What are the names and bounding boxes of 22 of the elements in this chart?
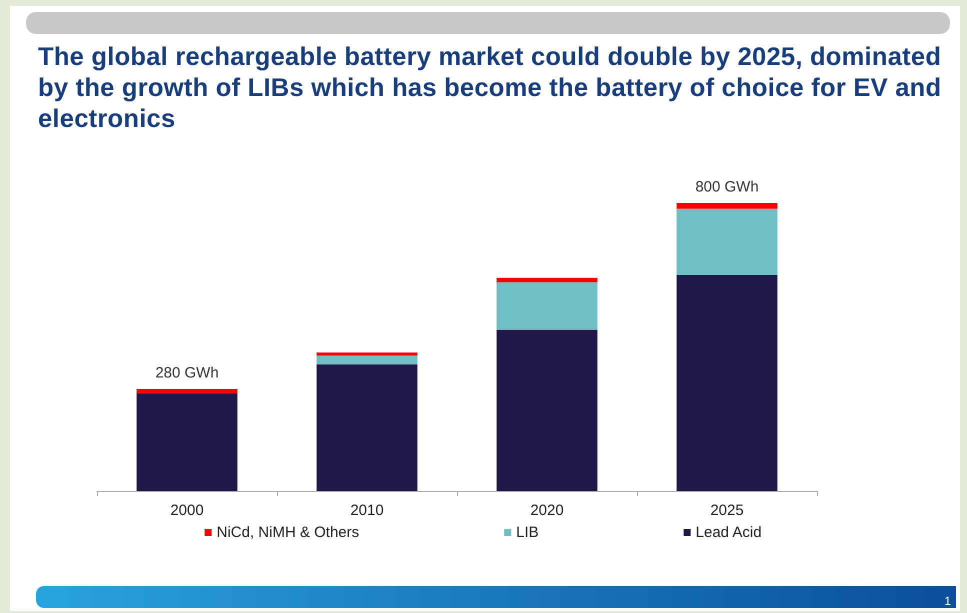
x-tick-label: 2000 bbox=[170, 502, 204, 519]
legend-label: NiCd, NiMH & Others bbox=[216, 524, 360, 541]
bar bbox=[676, 208, 778, 275]
bar bbox=[316, 364, 418, 491]
bar bbox=[136, 393, 238, 491]
bar bbox=[316, 352, 418, 356]
bar bbox=[316, 356, 418, 364]
text: 1 bbox=[944, 594, 951, 608]
annotation: 800 GWh bbox=[695, 178, 759, 196]
bar bbox=[496, 278, 598, 282]
x-tick-label: 2025 bbox=[710, 502, 744, 519]
legend-label: Lead Acid bbox=[696, 524, 762, 541]
bar bbox=[136, 389, 238, 394]
bar bbox=[496, 282, 598, 330]
legend-label: LIB bbox=[516, 524, 539, 541]
bar bbox=[676, 203, 778, 209]
x-tick-label: 2020 bbox=[530, 502, 564, 519]
chart-title: The global rechargeable battery market could double by 2025, dominated by the growth of LIBs which has become the battery of choice for EV and electronics bbox=[38, 42, 942, 135]
annotation: 280 GWh bbox=[155, 364, 219, 382]
bar bbox=[676, 275, 778, 491]
bar bbox=[496, 330, 598, 491]
x-tick-label: 2010 bbox=[350, 502, 384, 519]
